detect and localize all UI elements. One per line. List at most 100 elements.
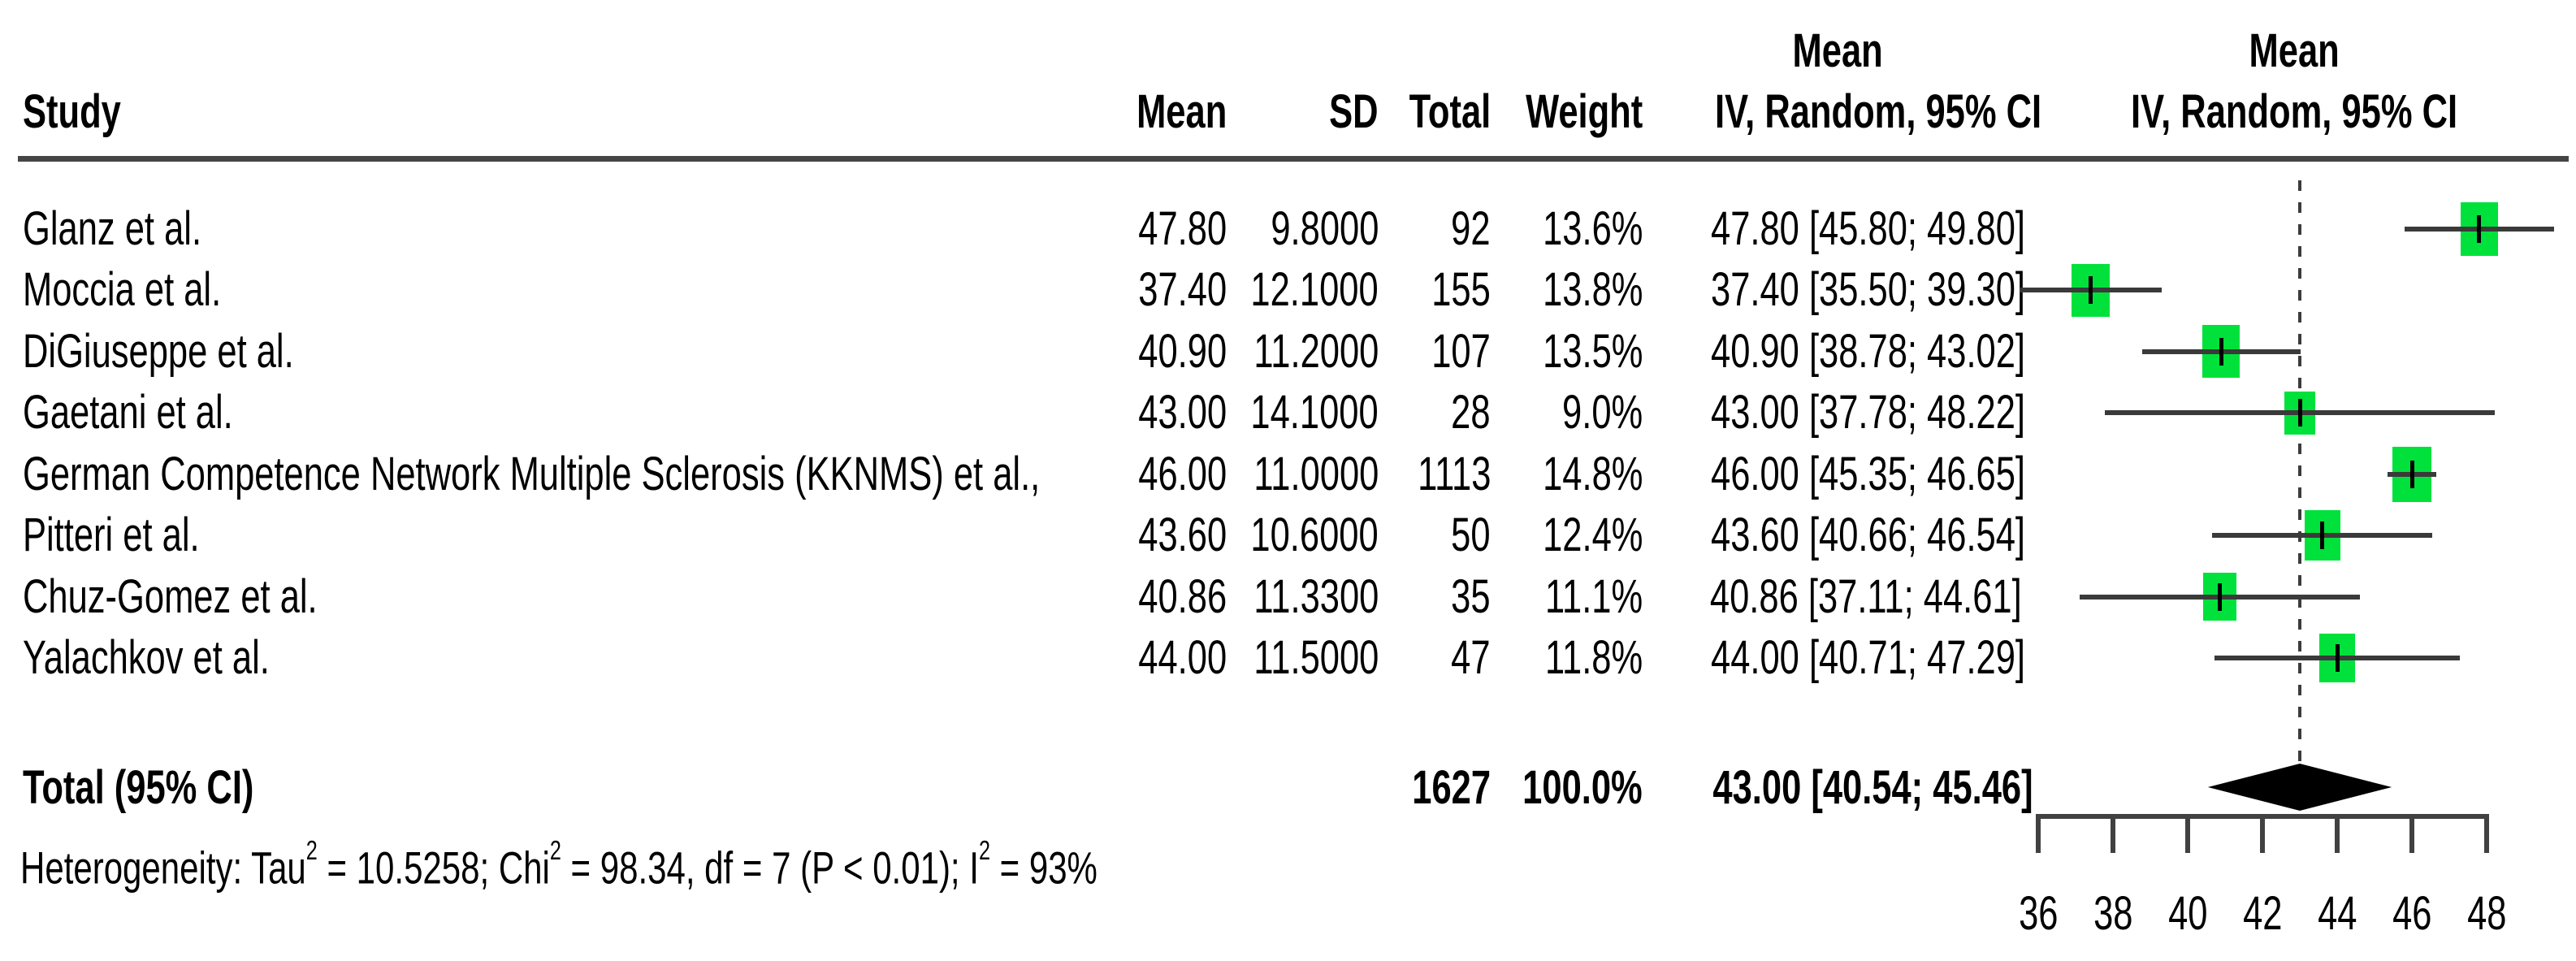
total-cell-text: 35 [1451, 569, 1491, 623]
sd-cell-text: 11.2000 [1253, 324, 1379, 378]
header-separator-line [18, 156, 2569, 162]
sd-cell-text: 11.0000 [1253, 447, 1379, 500]
x-axis-tick [2409, 814, 2414, 853]
ci-cell: 47.80 [45.80; 49.80] [1606, 201, 2025, 258]
x-axis-tick-label: 38 [2032, 885, 2194, 942]
x-axis-tick-label: 42 [2181, 885, 2344, 942]
study-name-cell-text: German Competence Network Multiple Scler… [23, 447, 1041, 500]
mean-cell-text: 43.60 [1138, 509, 1227, 562]
sd-cell: 11.5000 [972, 630, 1379, 686]
study-name-cell: German Competence Network Multiple Scler… [23, 446, 1379, 503]
mean-tick-mark [2320, 522, 2325, 550]
mean-column-header: Mean [1136, 85, 1227, 138]
total-cell: 155 [1085, 262, 1491, 318]
x-axis-tick [2484, 814, 2489, 853]
total-row-total: 1627 [1412, 761, 1491, 814]
x-axis-tick [2036, 814, 2041, 853]
x-axis-tick [2260, 814, 2265, 853]
x-axis-tick-label: 46 [2331, 885, 2493, 942]
mean-cell-text: 47.80 [1138, 202, 1227, 255]
mean-tick-mark [2088, 276, 2093, 305]
mean-cell: 37.40 [820, 262, 1227, 318]
study-name-cell: Gaetani et al. [23, 384, 303, 441]
study-column-header: Study [23, 85, 121, 138]
weight-cell: 13.5% [1236, 323, 1643, 380]
x-axis-tick-label: 40 [2106, 885, 2269, 942]
sd-cell-text: 14.1000 [1250, 386, 1379, 439]
ci-cell-text: 40.86 [37.11; 44.61] [1709, 569, 2022, 623]
ci-cell-text: 37.40 [35.50; 39.30] [1711, 263, 2025, 317]
mean-cell-text: 40.86 [1138, 569, 1227, 623]
study-name-cell-text: Gaetani et al. [23, 386, 233, 439]
study-name-cell: DiGiuseppe et al. [23, 323, 384, 380]
mean-cell: 40.86 [820, 569, 1227, 626]
x-axis-tick-label: 36 [1957, 885, 2119, 942]
x-axis-tick-label-text: 44 [2317, 887, 2357, 940]
ci-cell: 40.86 [37.11; 44.61] [1606, 569, 2022, 626]
x-axis-tick [2185, 814, 2190, 853]
weight-cell: 14.8% [1236, 446, 1643, 503]
sd-column-header: SD [1329, 85, 1379, 138]
weight-cell-text: 9.0% [1561, 386, 1643, 439]
x-axis-tick-label-text: 46 [2392, 887, 2432, 940]
ci-cell: 44.00 [40.71; 47.29] [1606, 630, 2025, 686]
total-cell: 92 [1085, 201, 1491, 258]
mean-cell: 44.00 [820, 630, 1227, 686]
x-axis-tick-label-text: 42 [2242, 887, 2283, 940]
mean-cell: 47.80 [820, 201, 1227, 258]
weight-cell-text: 13.6% [1542, 202, 1643, 255]
mean-cell-text: 46.00 [1138, 447, 1227, 500]
study-name-cell: Chuz-Gomez et al. [23, 569, 416, 626]
weight-cell: 12.4% [1236, 507, 1643, 564]
weight-cell: 13.8% [1236, 262, 1643, 318]
plot-header-top: Mean [2249, 24, 2340, 77]
x-axis-tick-label-text: 36 [2018, 887, 2059, 940]
sd-cell: 11.0000 [972, 446, 1379, 503]
mean-tick-mark [2218, 582, 2223, 611]
total-cell: 35 [1085, 569, 1491, 626]
total-cell-text: 50 [1451, 509, 1491, 562]
study-name-cell: Glanz et al. [23, 201, 261, 258]
total-cell-text: 1113 [1417, 447, 1491, 500]
heterogeneity-note: Heterogeneity: Tau2 = 10.5258; Chi2 = 98… [20, 836, 1098, 894]
x-axis-tick [2111, 814, 2115, 853]
study-name-cell-text: Yalachkov et al. [23, 631, 270, 684]
mean-cell: 43.00 [820, 384, 1227, 441]
ci-column-header-top: Mean [1792, 24, 1883, 77]
total-cell: 28 [1085, 384, 1491, 441]
weight-cell-text: 13.5% [1542, 324, 1643, 378]
mean-cell-text: 40.90 [1138, 324, 1227, 378]
reference-line [2298, 180, 2301, 762]
mean-tick-mark [2409, 460, 2414, 488]
study-name-cell-text: DiGiuseppe et al. [23, 324, 294, 378]
x-axis-tick-label-text: 48 [2466, 887, 2507, 940]
ci-cell-text: 43.00 [37.78; 48.22] [1711, 386, 2025, 439]
sd-cell-text: 10.6000 [1250, 509, 1379, 562]
sd-cell: 14.1000 [972, 384, 1379, 441]
sd-cell-text: 12.1000 [1250, 263, 1379, 317]
ci-cell: 43.60 [40.66; 46.54] [1606, 507, 2025, 564]
plot-header-bottom: IV, Random, 95% CI [2130, 85, 2458, 138]
weight-cell-text: 14.8% [1542, 447, 1643, 500]
total-cell: 107 [1085, 323, 1491, 380]
study-name-cell: Yalachkov et al. [23, 630, 352, 686]
ci-cell: 43.00 [37.78; 48.22] [1606, 384, 2025, 441]
weight-cell-text: 11.8% [1544, 631, 1643, 684]
sd-cell-text: 11.3300 [1253, 569, 1379, 623]
mean-cell-text: 43.00 [1138, 386, 1227, 439]
sd-cell-text: 11.5000 [1253, 631, 1379, 684]
weight-column-header: Weight [1525, 85, 1643, 138]
sd-cell-text: 9.8000 [1270, 202, 1379, 255]
weight-cell: 11.1% [1236, 569, 1643, 626]
sd-cell: 9.8000 [972, 201, 1379, 258]
mean-cell: 40.90 [820, 323, 1227, 380]
sd-cell: 12.1000 [972, 262, 1379, 318]
total-column-header: Total [1409, 85, 1491, 138]
ci-column-header: IV, Random, 95% CI [1715, 85, 2042, 138]
mean-tick-mark [2335, 644, 2340, 672]
mean-cell-text: 44.00 [1138, 631, 1227, 684]
weight-cell-text: 13.8% [1542, 263, 1643, 317]
total-cell-text: 155 [1431, 263, 1491, 317]
weight-cell-text: 12.4% [1542, 509, 1643, 562]
